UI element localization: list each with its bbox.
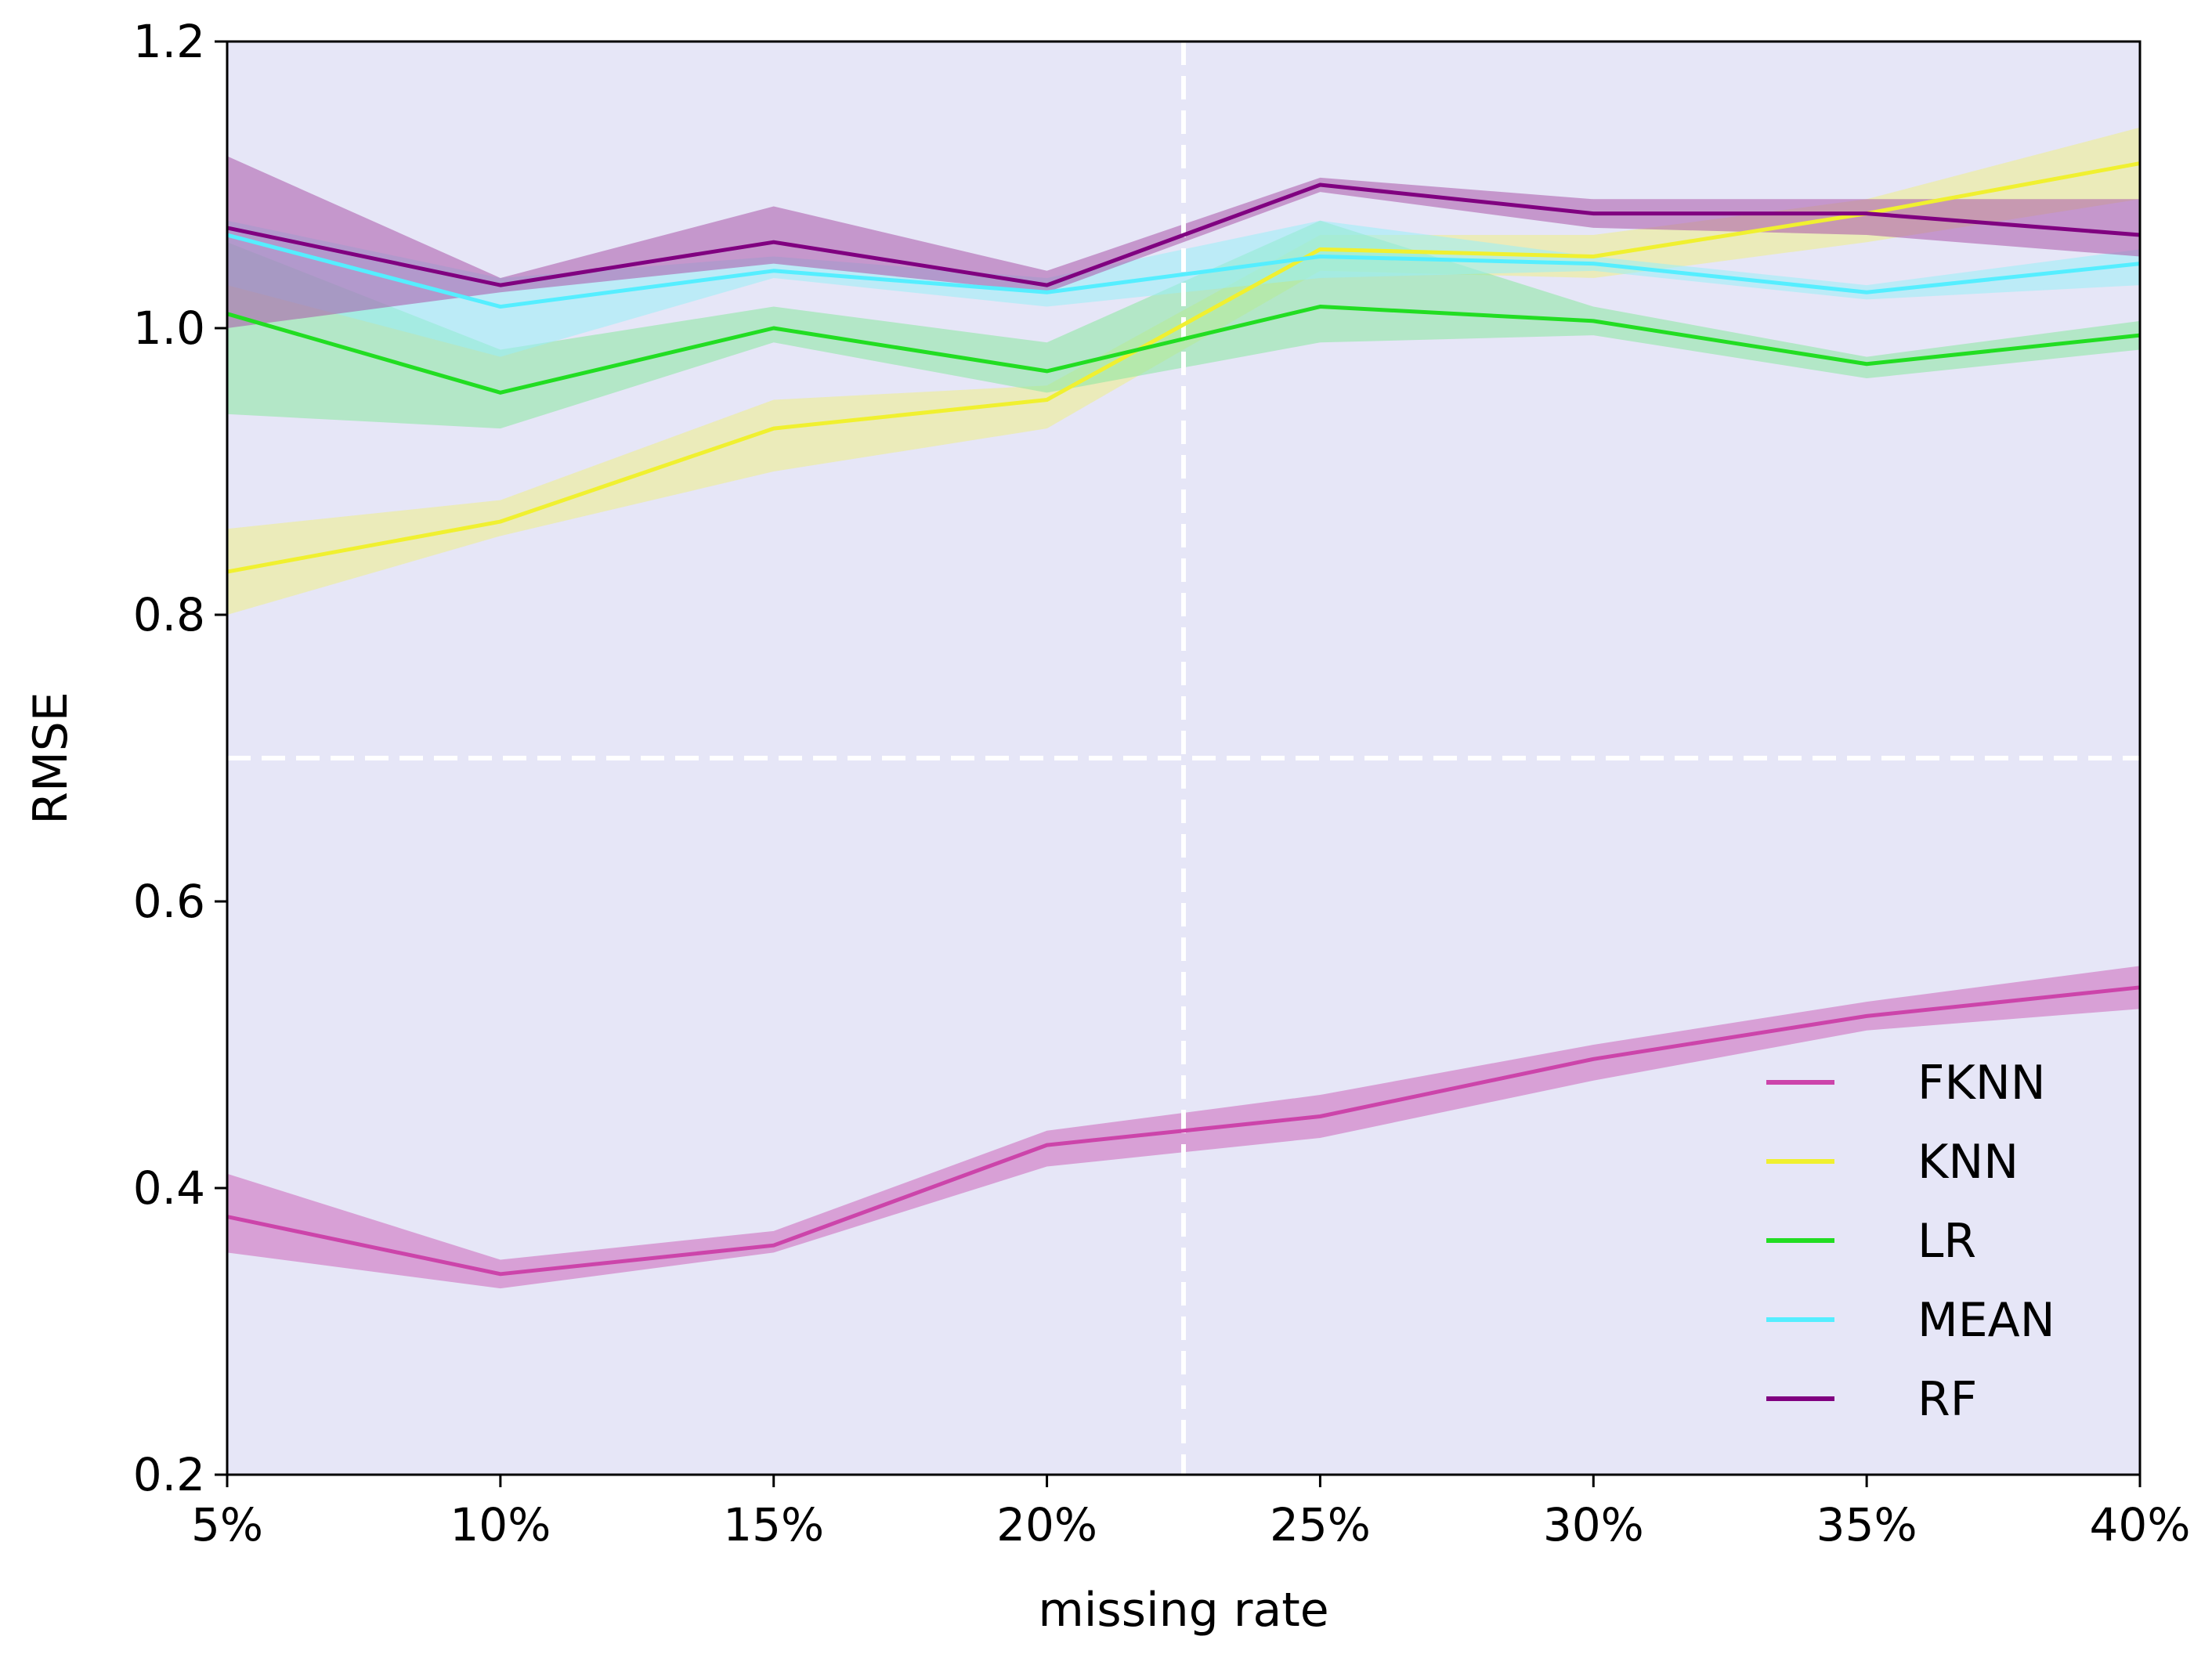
series-lines	[226, 161, 2141, 1277]
y-tick-label: 0.2	[133, 1448, 205, 1501]
y-tick-label: 0.8	[133, 588, 205, 641]
x-tick-label: 40%	[2090, 1498, 2191, 1551]
series-line-rf	[226, 182, 2141, 287]
legend-item-mean: MEAN	[1766, 1293, 2055, 1348]
legend-label: KNN	[1917, 1135, 2019, 1190]
series-line-mean	[226, 233, 2141, 309]
legend-item-rf: RF	[1766, 1372, 1977, 1427]
legend-item-knn: KNN	[1766, 1135, 2019, 1190]
x-tick-label: 20%	[996, 1498, 1097, 1551]
series-line-lr	[226, 305, 2141, 395]
legend-label: LR	[1917, 1214, 1976, 1269]
x-tick-label: 30%	[1543, 1498, 1644, 1551]
legend-item-lr: LR	[1766, 1214, 1976, 1269]
y-tick-label: 1.0	[133, 302, 205, 355]
plot-frame	[226, 40, 2142, 1476]
legend-item-fknn: FKNN	[1766, 1056, 2046, 1111]
reference-lines	[227, 42, 2140, 1475]
series-line-knn	[226, 161, 2141, 574]
x-tick-label: 10%	[450, 1498, 551, 1551]
y-tick-label: 1.2	[133, 15, 205, 68]
band-knn	[227, 127, 2140, 616]
x-tick-label: 5%	[191, 1498, 263, 1551]
y-tick-label: 0.4	[133, 1161, 205, 1215]
x-axis: 5% 10% 15% 20% 25% 30% 35% 40%	[191, 1475, 2190, 1551]
y-axis: 0.2 0.4 0.6 0.8 1.0 1.2	[133, 15, 227, 1501]
legend-label: RF	[1917, 1372, 1977, 1427]
legend-label: FKNN	[1917, 1056, 2046, 1111]
y-axis-label: RMSE	[23, 692, 78, 824]
x-axis-label: missing rate	[1038, 1583, 1328, 1638]
x-tick-label: 35%	[1816, 1498, 1917, 1551]
legend-label: MEAN	[1917, 1293, 2055, 1348]
series-line-fknn	[226, 985, 2141, 1277]
x-tick-label: 25%	[1270, 1498, 1371, 1551]
y-tick-label: 0.6	[133, 875, 205, 928]
legend: FKNN KNN LR MEAN RF	[1766, 1056, 2055, 1427]
x-tick-label: 15%	[723, 1498, 824, 1551]
